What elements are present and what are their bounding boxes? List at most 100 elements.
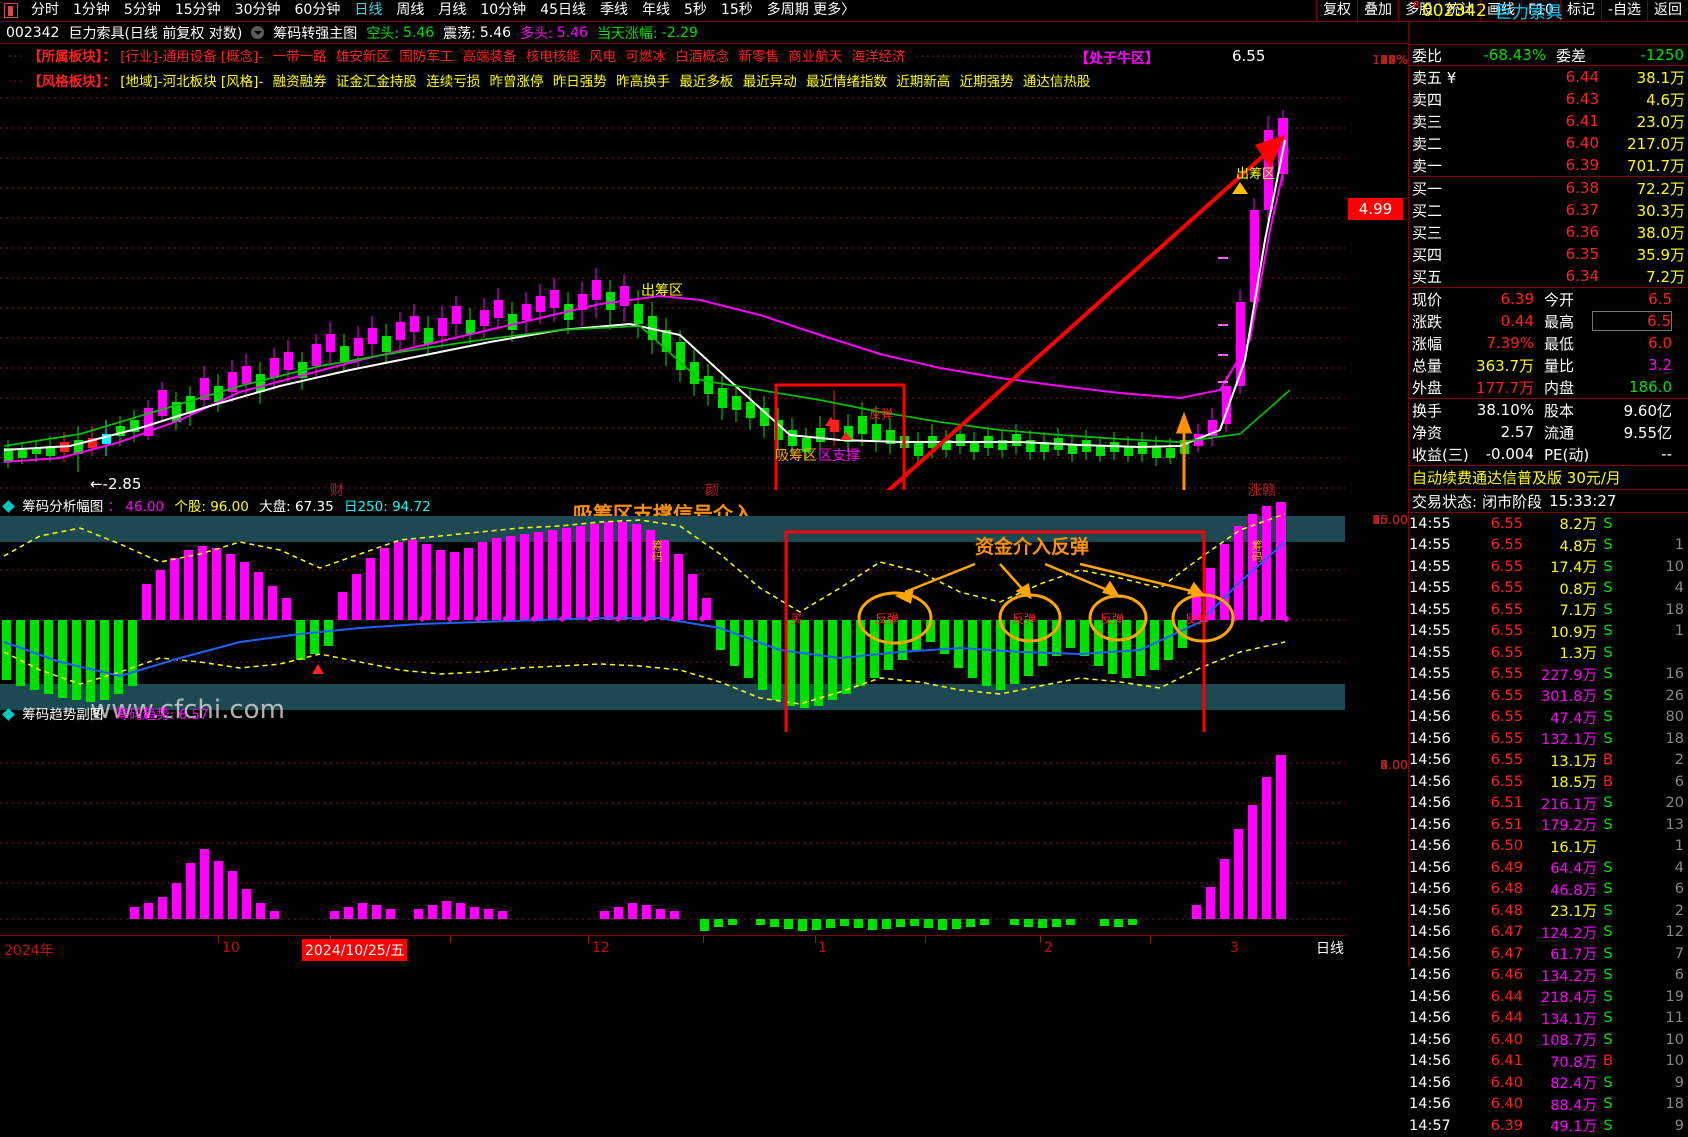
menu-item-4[interactable]: 30分钟: [234, 2, 281, 18]
ask-row-1[interactable]: 卖一 6.39 701.7万: [1409, 154, 1688, 176]
menu-item-13[interactable]: 5秒: [683, 2, 707, 18]
window-icon[interactable]: [4, 3, 18, 18]
menu-item-10[interactable]: 45日线: [540, 2, 586, 18]
low-panel-title[interactable]: 筹码趋势副图: [22, 707, 104, 723]
menu-item-more[interactable]: 多周期 更多〉: [766, 2, 856, 18]
style-tag-11[interactable]: 通达信热股: [1022, 74, 1091, 90]
toolbar-duogu[interactable]: 多股: [1398, 0, 1439, 21]
col-label-1: 颜: [705, 483, 719, 499]
tick-row: 14:56 6.55 132.1万 S 18: [1409, 728, 1688, 750]
sector-tag-3[interactable]: 高端装备: [462, 49, 517, 65]
watermark: www.cfchi.com: [90, 695, 285, 725]
menu-item-11[interactable]: 季线: [599, 2, 628, 18]
tick-row: 14:55 6.55 10.9万 S 1: [1409, 621, 1688, 643]
style-tag-4[interactable]: 昨日强势: [552, 74, 607, 90]
stat-k2-0: 今开: [1544, 290, 1575, 309]
change-label: 当天涨幅:: [596, 25, 658, 42]
style-tag-10[interactable]: 近期强势: [959, 74, 1014, 90]
style-tag-2[interactable]: 连续亏损: [426, 74, 481, 90]
toolbar-return[interactable]: 返回: [1647, 0, 1688, 21]
style-tag-6[interactable]: 最近多板: [679, 74, 734, 90]
style-tag-1[interactable]: 证金汇金持股: [335, 74, 417, 90]
sector-tag-0[interactable]: 一带一路: [272, 49, 327, 65]
mid-marker-label: 买: [790, 612, 803, 626]
bid-row-3[interactable]: 买三 6.36 38.0万: [1409, 221, 1688, 243]
mid-panel-title[interactable]: 筹码分析幅图: [22, 499, 104, 515]
menu-item-14[interactable]: 15秒: [720, 2, 753, 18]
menu-item-8[interactable]: 月线: [438, 2, 467, 18]
ask-row-5[interactable]: 卖五 ¥ 6.44 38.1万: [1409, 66, 1688, 88]
stat-v-4: 177.7万: [1476, 378, 1534, 397]
ask-row-3[interactable]: 卖三 6.41 23.0万: [1409, 110, 1688, 132]
stat-row-price: 现价 6.39 今开 6.5: [1409, 288, 1688, 310]
menu-item-7[interactable]: 周线: [396, 2, 425, 18]
style-tag-0[interactable]: 融资融券: [272, 74, 327, 90]
sector-tag-5[interactable]: 风电: [589, 49, 617, 65]
bid-row-2[interactable]: 买二 6.37 30.3万: [1409, 199, 1688, 221]
tick-row: 14:56 6.44 134.1万 S 11: [1409, 1008, 1688, 1030]
yellow-band-lower: [3, 641, 1286, 705]
menu-item-1[interactable]: 1分钟: [73, 2, 110, 18]
tick-list[interactable]: 14:55 6.55 8.2万 S 14:55 6.55 4.8万 S 1 14:55 6.55…: [1409, 513, 1688, 1137]
tick-count: 10: [1665, 1053, 1684, 1070]
toolbar-f10[interactable]: F10: [1521, 0, 1560, 21]
tick-side: S: [1603, 580, 1613, 597]
ask-row-4[interactable]: 卖四 6.43 4.6万: [1409, 88, 1688, 110]
low-value-label: ←-2.85: [90, 475, 142, 493]
sector-tag-7[interactable]: 白酒概念: [675, 49, 730, 65]
ask-row-2[interactable]: 卖二 6.40 217.0万: [1409, 132, 1688, 154]
bid-row-4[interactable]: 买四 6.35 35.9万: [1409, 243, 1688, 265]
tick-count: 7: [1674, 945, 1684, 962]
indicator-name[interactable]: 筹码转强主图: [273, 25, 358, 42]
chevron-down-icon[interactable]: [251, 26, 265, 39]
style-block-row: ··· 【风格板块】： [地域]-河北板块 [风格]- 融资融券 证金汇金持股 …: [8, 70, 1403, 92]
diamond-icon[interactable]: [2, 500, 15, 513]
tick-volume: 108.7万: [1540, 1033, 1597, 1050]
chip-analysis-panel[interactable]: 资金介入反弹 反弹 反弹 反弹 反弹 筹码 筹码 买: [0, 492, 1345, 732]
style-tag-5[interactable]: 昨高换手: [616, 74, 671, 90]
toolbar-zixuan[interactable]: -自选: [1600, 0, 1647, 21]
menu-item-3[interactable]: 15分钟: [174, 2, 221, 18]
bid-row-1[interactable]: 买一 6.38 72.2万: [1409, 177, 1688, 199]
weibi-row: 委比 -68.43% 委差 -1250: [1409, 44, 1688, 66]
menu-item-2[interactable]: 5分钟: [123, 2, 161, 18]
sector-tag-2[interactable]: 国防军工: [399, 49, 454, 65]
style-tag-9[interactable]: 近期新高: [896, 74, 951, 90]
capital-inflow-note: 资金介入反弹: [975, 536, 1090, 558]
sector-tag-4[interactable]: 核电核能: [525, 49, 580, 65]
bid-row-5[interactable]: 买五 6.34 7.2万: [1409, 265, 1688, 287]
tick-count: 9: [1674, 1074, 1684, 1091]
menu-item-9[interactable]: 10分钟: [480, 2, 527, 18]
menu-item-0[interactable]: 分时: [31, 2, 59, 18]
mid-v3-label: 大盘:: [259, 499, 291, 515]
stat-v2-1: 6.5: [1592, 311, 1672, 331]
toolbar-huaxian[interactable]: 画线: [1480, 0, 1521, 21]
toolbar-tongji[interactable]: 统计: [1439, 0, 1480, 21]
tick-price: 6.49: [1490, 859, 1523, 876]
tick-side: S: [1603, 967, 1613, 984]
style-tag-8[interactable]: 最近情绪指数: [806, 74, 887, 90]
bid-label-3: 买三: [1412, 223, 1443, 242]
sector-tag-10[interactable]: 海洋经济: [851, 49, 906, 65]
diamond-icon-2[interactable]: [2, 708, 15, 721]
menu-item-daily[interactable]: 日线: [354, 2, 383, 18]
menu-item-12[interactable]: 年线: [641, 2, 670, 18]
promo-banner[interactable]: 自动续费通达信普及版 30元/月: [1412, 469, 1621, 487]
main-price-chart[interactable]: 【处于牛区】 出筹区 出筹区 吸筹区 区支撑 反弹 ←-2.85 6.55 财 …: [0, 47, 1345, 526]
menu-item-5[interactable]: 60分钟: [294, 2, 341, 18]
tick-side: S: [1603, 537, 1613, 554]
mid-rebound-2: 反弹: [1012, 612, 1037, 626]
sector-tag-1[interactable]: 雄安新区: [335, 49, 390, 65]
toolbar-biaoji[interactable]: 标记: [1559, 0, 1601, 21]
toolbar-diejia[interactable]: 叠加: [1357, 0, 1398, 21]
style-tag-7[interactable]: 最近异动: [742, 74, 797, 90]
toolbar-fuquan[interactable]: 复权: [1316, 0, 1357, 21]
tick-time: 14:56: [1409, 752, 1451, 769]
style-tag-3[interactable]: 昨曾涨停: [489, 74, 544, 90]
tick-row: 14:56 6.41 70.8万 B 10: [1409, 1051, 1688, 1073]
chip-trend-panel[interactable]: [0, 733, 1345, 933]
sector-tag-6[interactable]: 可燃冰: [625, 49, 666, 65]
date-axis[interactable]: 2024年 10 2024/10/25/五 12 1 2 3: [0, 935, 1345, 967]
sector-tag-8[interactable]: 新零售: [738, 49, 780, 65]
sector-tag-9[interactable]: 商业航天: [788, 49, 843, 65]
